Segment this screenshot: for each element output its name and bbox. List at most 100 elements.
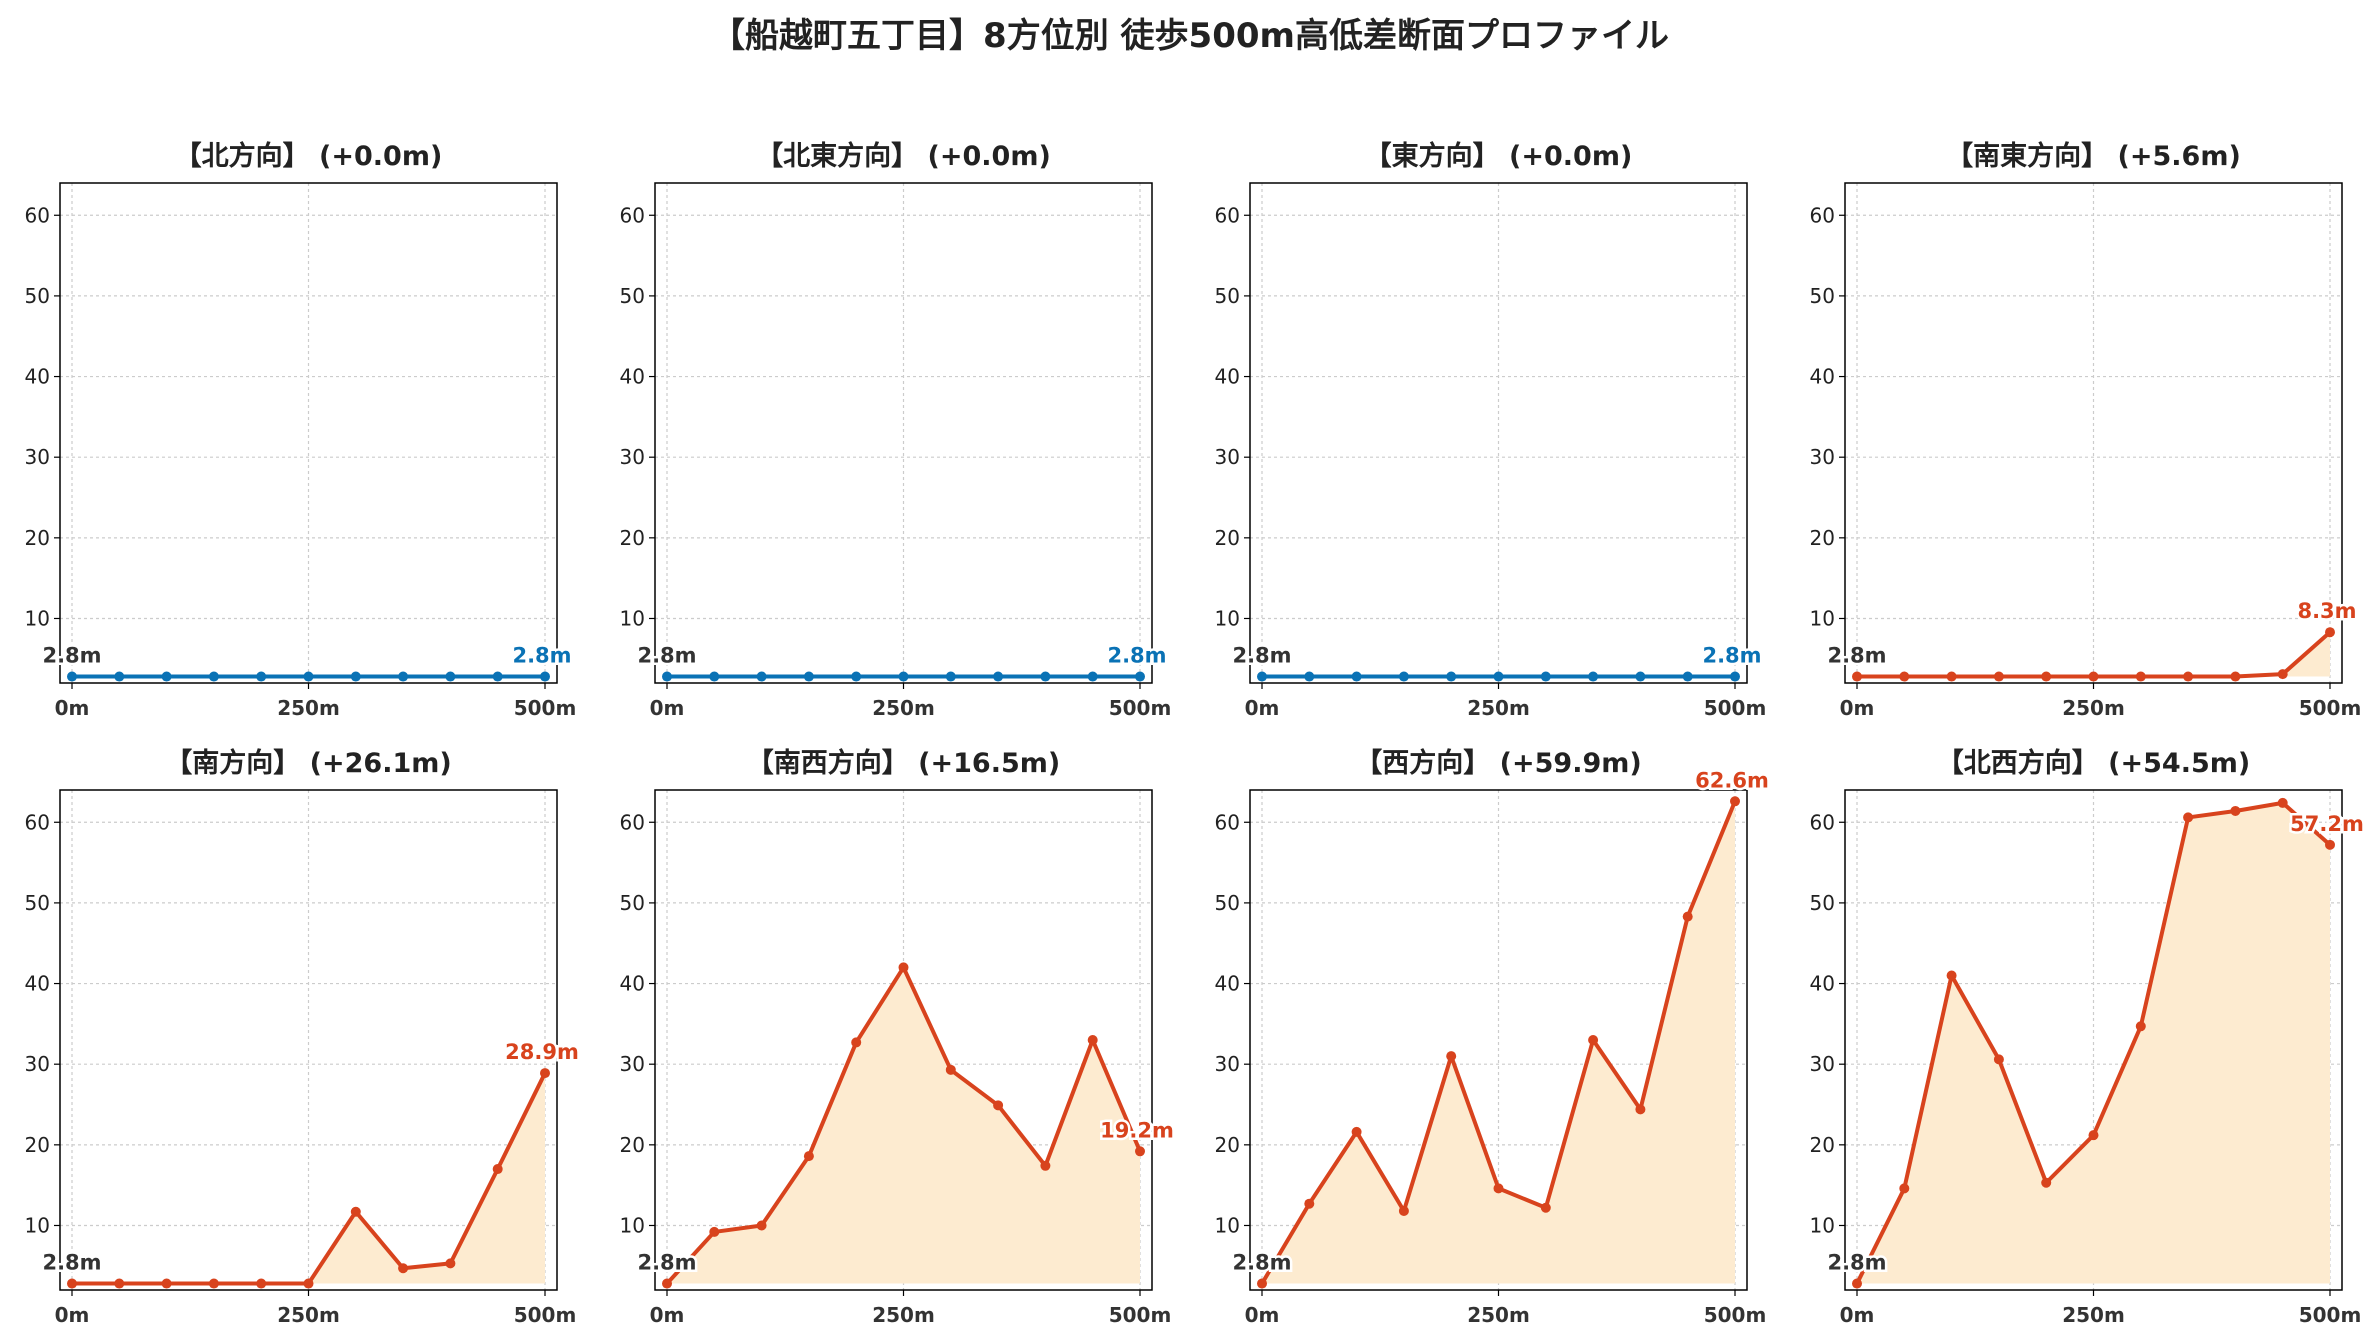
data-point <box>1540 671 1551 682</box>
data-point <box>1304 671 1315 682</box>
x-tick-label: 500m <box>1704 696 1767 720</box>
x-tick-label: 0m <box>55 1303 90 1327</box>
y-tick-label: 20 <box>620 526 645 550</box>
data-point <box>2135 1021 2146 1032</box>
data-point <box>2277 797 2288 808</box>
data-point <box>540 671 550 682</box>
chart-panel-2: 【東方向】 (+0.0m) 10 20 30 40 50 60 0m 250m 500m 2.8m 2… <box>1215 140 1767 720</box>
x-tick-label: 500m <box>514 696 577 720</box>
data-point <box>1899 671 1910 682</box>
data-point <box>67 1278 77 1289</box>
x-tick-label: 0m <box>1840 696 1875 720</box>
chart-panel-4: 【南方向】 (+26.1m) 10 20 30 40 50 60 0m 250m 500m 2.8m… <box>25 747 582 1327</box>
data-point <box>1040 671 1051 682</box>
y-tick-label: 30 <box>620 1052 645 1076</box>
x-tick-label: 500m <box>2299 1303 2362 1327</box>
start-value-label: 2.8m <box>42 1251 101 1275</box>
start-value-label: 2.8m <box>42 644 101 668</box>
y-tick-label: 30 <box>25 1052 50 1076</box>
data-point <box>2041 1177 2052 1188</box>
chart-panel-5: 【南西方向】 (+16.5m) 10 20 30 40 50 60 0m 250m 500m 2.8… <box>620 747 1177 1327</box>
data-point <box>2230 805 2241 816</box>
y-tick-label: 40 <box>620 365 645 389</box>
figure-title: 【船越町五丁目】8方位別 徒歩500m高低差断面プロファイル <box>711 16 1669 56</box>
panel-title: 【北方向】 (+0.0m) <box>175 140 443 172</box>
data-point <box>540 1068 550 1079</box>
x-tick-label: 0m <box>1245 696 1280 720</box>
chart-panel-7: 【北西方向】 (+54.5m) 10 20 30 40 50 60 0m 250m 500m 2.8… <box>1810 747 2367 1327</box>
end-value-label: 19.2m <box>1100 1118 1174 1142</box>
data-point <box>1257 671 1267 682</box>
data-point <box>1946 970 1957 981</box>
x-tick-label: 500m <box>1109 1303 1172 1327</box>
data-point <box>803 1151 814 1162</box>
y-tick-label: 60 <box>620 203 645 227</box>
data-point <box>1087 671 1098 682</box>
y-tick-label: 10 <box>1810 606 1835 630</box>
data-point <box>1493 1183 1504 1194</box>
x-tick-label: 500m <box>2299 696 2362 720</box>
x-tick-label: 500m <box>1109 696 1172 720</box>
y-tick-label: 50 <box>1810 284 1835 308</box>
data-point <box>1040 1160 1051 1171</box>
x-tick-label: 0m <box>650 696 685 720</box>
data-point <box>398 671 409 682</box>
data-point <box>2325 627 2335 638</box>
end-value-label: 57.2m <box>2290 812 2364 836</box>
y-tick-label: 40 <box>1215 365 1240 389</box>
x-tick-label: 250m <box>872 696 935 720</box>
data-point <box>445 671 456 682</box>
y-tick-label: 20 <box>25 1133 50 1157</box>
chart-panel-1: 【北東方向】 (+0.0m) 10 20 30 40 50 60 0m 250m 500m 2.8m… <box>620 140 1172 720</box>
data-point <box>1398 1205 1409 1216</box>
data-point <box>208 1278 219 1289</box>
data-point <box>1852 1278 1862 1289</box>
y-tick-label: 40 <box>1810 365 1835 389</box>
y-tick-label: 30 <box>1810 1052 1835 1076</box>
y-tick-label: 30 <box>1810 445 1835 469</box>
y-tick-label: 20 <box>1810 1133 1835 1157</box>
data-point <box>1493 671 1504 682</box>
data-point <box>898 671 909 682</box>
panel-title: 【南東方向】 (+5.6m) <box>1946 140 2241 172</box>
data-point <box>492 1164 503 1175</box>
data-point <box>1635 1104 1646 1115</box>
area-fill <box>667 967 1140 1284</box>
x-tick-label: 0m <box>55 696 90 720</box>
x-tick-label: 250m <box>1467 696 1530 720</box>
panel-title: 【西方向】 (+59.9m) <box>1355 747 1641 779</box>
data-point <box>303 1278 314 1289</box>
data-point <box>2041 671 2052 682</box>
data-point <box>1730 796 1740 807</box>
start-value-label: 2.8m <box>637 1251 696 1275</box>
y-tick-label: 10 <box>1215 1213 1240 1237</box>
data-point <box>1588 671 1599 682</box>
data-point <box>1588 1035 1599 1045</box>
y-tick-label: 50 <box>25 891 50 915</box>
data-point <box>851 671 862 682</box>
end-value-label: 2.8m <box>1107 644 1166 668</box>
y-tick-label: 30 <box>1215 1052 1240 1076</box>
data-point <box>1993 671 2004 682</box>
data-point <box>256 671 267 682</box>
x-tick-label: 250m <box>872 1303 935 1327</box>
data-point <box>756 1220 767 1231</box>
panel-title: 【南西方向】 (+16.5m) <box>747 747 1060 779</box>
y-tick-label: 20 <box>1810 526 1835 550</box>
data-point <box>1899 1183 1910 1194</box>
data-point <box>1446 671 1457 682</box>
data-point <box>67 671 77 682</box>
y-tick-label: 40 <box>1810 972 1835 996</box>
area-fill <box>1857 802 2330 1284</box>
end-value-label: 28.9m <box>505 1040 579 1064</box>
data-point <box>851 1037 862 1048</box>
panel-title: 【北東方向】 (+0.0m) <box>756 140 1051 172</box>
data-point <box>993 1100 1004 1111</box>
data-point <box>1852 671 1862 682</box>
end-value-label: 62.6m <box>1695 768 1769 792</box>
data-point <box>1730 671 1740 682</box>
y-tick-label: 30 <box>25 445 50 469</box>
start-value-label: 2.8m <box>1232 644 1291 668</box>
data-point <box>1087 1035 1098 1045</box>
